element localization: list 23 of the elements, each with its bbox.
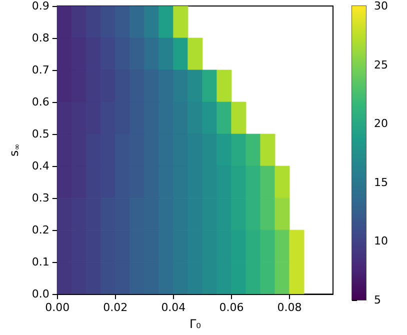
y-tick-label: 0.3 [32, 192, 50, 205]
x-tick-label: 0.00 [45, 301, 70, 314]
y-tick-label: 0.2 [32, 224, 50, 237]
color-bar-label: 5 [374, 294, 381, 306]
y-tick-label: 0.1 [32, 256, 50, 269]
color-bar-label: 15 [374, 176, 388, 189]
y-axis-title: s∞ [7, 144, 22, 157]
y-tick-label: 0.9 [32, 0, 50, 12]
y-tick-label: 0.8 [32, 32, 50, 45]
color-bar-label: 10 [374, 234, 388, 248]
y-tick-label: 0.7 [32, 64, 50, 77]
x-tick-label: 0.04 [161, 301, 186, 314]
x-axis-title: Γ₀ [189, 317, 202, 331]
color-bar-label: 25 [374, 58, 388, 72]
y-tick-label: 0.4 [32, 160, 50, 173]
y-tick-label: 0.0 [32, 288, 50, 301]
y-tick-label: 0.5 [32, 128, 50, 141]
x-tick-label: 0.06 [219, 301, 244, 314]
x-tick-label: 0.08 [277, 301, 302, 314]
x-tick-label: 0.02 [103, 301, 128, 314]
y-tick-label: 0.6 [32, 96, 50, 109]
color-bar-label: 20 [374, 117, 388, 130]
color-bar-label: 30 [374, 0, 388, 12]
